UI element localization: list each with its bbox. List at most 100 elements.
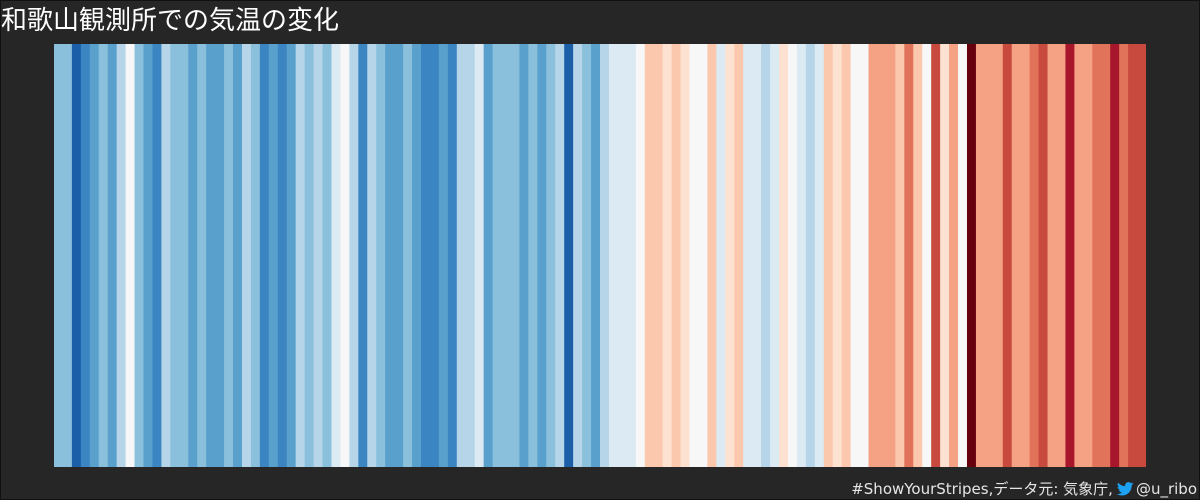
stripe: [1002, 44, 1013, 467]
warming-stripes-plot: [54, 44, 1146, 467]
stripe: [608, 44, 619, 467]
stripe: [385, 44, 395, 467]
stripe: [993, 44, 1004, 467]
stripe: [814, 44, 825, 467]
stripe: [635, 44, 646, 467]
stripe: [626, 44, 637, 467]
stripe: [304, 44, 315, 467]
stripe: [98, 44, 109, 467]
stripe: [1029, 44, 1040, 467]
stripe: [143, 44, 154, 467]
stripe: [376, 44, 386, 467]
stripe: [886, 44, 896, 467]
stripe: [331, 44, 342, 467]
stripe: [107, 44, 118, 467]
stripe: [671, 44, 682, 467]
stripe: [456, 44, 467, 467]
stripe: [787, 44, 798, 467]
stripe: [975, 44, 986, 467]
stripe: [161, 44, 171, 467]
stripe: [546, 44, 556, 467]
stripe: [689, 44, 700, 467]
hashtag-text: #ShowYourStripes,: [851, 480, 994, 498]
stripe: [868, 44, 879, 467]
stripe: [1092, 44, 1102, 467]
stripe: [224, 44, 234, 467]
data-source-text: データ元: 気象庁,: [993, 480, 1113, 498]
stripe: [447, 44, 458, 467]
stripe: [555, 44, 565, 467]
stripe: [707, 44, 717, 467]
stripe: [152, 44, 163, 467]
stripe: [429, 44, 440, 467]
stripe: [591, 44, 601, 467]
stripe: [752, 44, 762, 467]
stripe: [62, 44, 73, 467]
stripe: [564, 44, 574, 467]
stripe: [89, 44, 100, 467]
stripe: [859, 44, 870, 467]
stripes-svg: [54, 44, 1146, 467]
stripe: [125, 44, 136, 467]
stripe: [832, 44, 843, 467]
stripe: [510, 44, 521, 467]
stripe: [895, 44, 905, 467]
stripe: [1038, 44, 1049, 467]
stripe: [823, 44, 834, 467]
twitter-bird-icon: [1116, 482, 1134, 496]
stripe: [734, 44, 744, 467]
stripe: [716, 44, 726, 467]
chart-title: 和歌山観測所での気温の変化: [1, 6, 340, 36]
stripe: [1137, 44, 1146, 467]
author-handle: @u_ribo: [1135, 480, 1197, 498]
stripe: [71, 44, 82, 467]
stripe: [1083, 44, 1093, 467]
stripe: [644, 44, 655, 467]
stripe: [492, 44, 503, 467]
stripe: [313, 44, 324, 467]
stripe: [617, 44, 628, 467]
stripe: [206, 44, 216, 467]
stripe: [233, 44, 243, 467]
stripe: [805, 44, 816, 467]
stripe: [877, 44, 888, 467]
stripe: [250, 44, 261, 467]
stripe: [241, 44, 252, 467]
stripe: [850, 44, 861, 467]
stripe: [420, 44, 431, 467]
stripe: [358, 44, 368, 467]
stripe: [197, 44, 207, 467]
stripe: [134, 44, 145, 467]
stripe: [1074, 44, 1084, 467]
stripe: [1065, 44, 1075, 467]
stripe: [322, 44, 333, 467]
stripe: [268, 44, 279, 467]
stripe: [779, 44, 789, 467]
stripe: [340, 44, 350, 467]
stripe: [528, 44, 538, 467]
stripe: [662, 44, 673, 467]
stripe: [259, 44, 270, 467]
stripe: [966, 44, 977, 467]
stripe: [54, 44, 64, 467]
stripe: [913, 44, 923, 467]
stripe: [1047, 44, 1058, 467]
stripe: [573, 44, 583, 467]
stripe: [922, 44, 932, 467]
stripe: [940, 44, 950, 467]
stripe: [1056, 44, 1067, 467]
stripe: [286, 44, 297, 467]
stripe: [519, 44, 529, 467]
stripe: [984, 44, 995, 467]
footer-credits: #ShowYourStripes, データ元: 気象庁, @u_ribo: [851, 480, 1197, 498]
stripe: [949, 44, 959, 467]
stripe: [725, 44, 735, 467]
stripe: [170, 44, 180, 467]
stripe: [80, 44, 91, 467]
stripe: [680, 44, 691, 467]
stripe: [277, 44, 288, 467]
stripe: [653, 44, 664, 467]
stripe: [582, 44, 592, 467]
stripe: [761, 44, 771, 467]
stripe: [931, 44, 941, 467]
